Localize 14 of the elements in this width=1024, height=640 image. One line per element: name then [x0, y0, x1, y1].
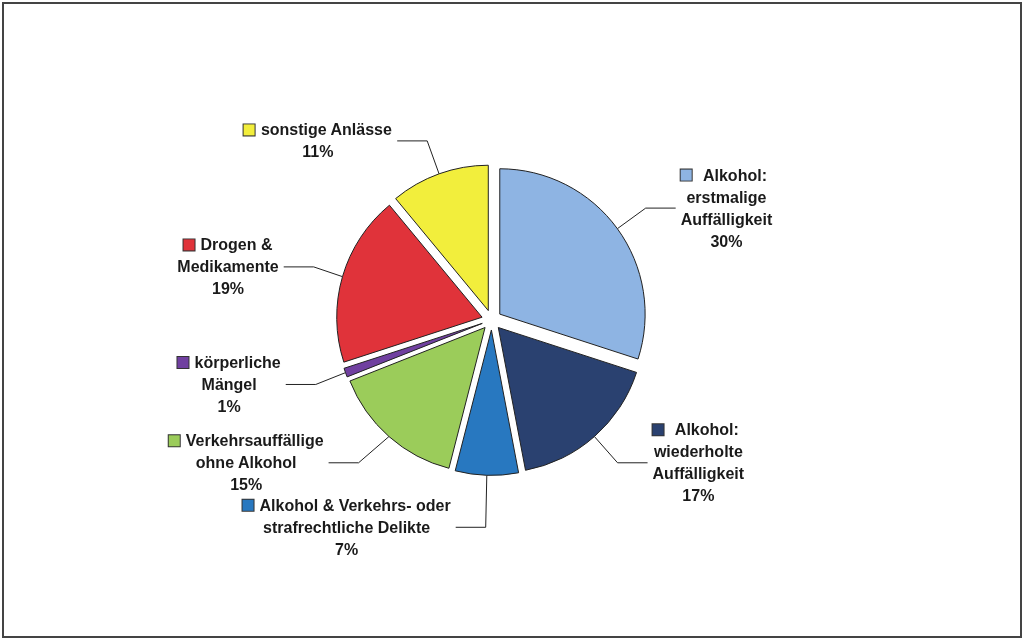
- data-label: 15%: [230, 476, 263, 494]
- legend-label: Drogen & Medikamente: [177, 236, 279, 276]
- data-label: 7%: [335, 540, 359, 558]
- data-label: 17%: [682, 487, 715, 505]
- legend-label: Alkohol & Verkehrs- oder strafrechtliche Delikte: [259, 496, 451, 536]
- legend-label: körperliche Mängel: [194, 353, 281, 393]
- data-label: 1%: [217, 397, 241, 415]
- legend-label: Alkohol: wiederholte Auffälligkeit: [652, 421, 745, 483]
- data-label: 30%: [710, 232, 743, 250]
- legend-label: Alkohol: erstmalige Auffälligkeit: [680, 166, 773, 228]
- data-label: 19%: [212, 280, 245, 298]
- data-label: 11%: [302, 143, 334, 161]
- legend-label: Verkehrsauffällige ohne Alkohol: [185, 432, 324, 472]
- legend-label: sonstige Anlässe: [260, 121, 392, 139]
